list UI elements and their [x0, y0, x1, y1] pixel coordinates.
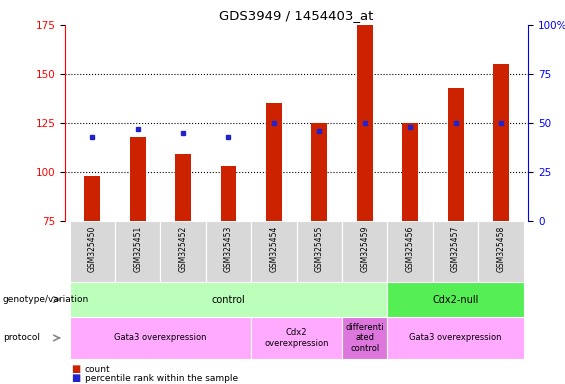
Bar: [357, 25, 373, 221]
Bar: [388, 221, 433, 282]
Bar: [69, 221, 115, 282]
Bar: [493, 64, 509, 221]
Text: Gata3 overexpression: Gata3 overexpression: [410, 333, 502, 343]
Text: Cdx2-null: Cdx2-null: [432, 295, 479, 305]
Text: Cdx2
overexpression: Cdx2 overexpression: [264, 328, 329, 348]
Text: GSM325452: GSM325452: [179, 226, 188, 272]
Bar: [69, 317, 251, 359]
Bar: [447, 88, 463, 221]
Bar: [342, 221, 388, 282]
Bar: [175, 154, 191, 221]
Text: Gata3 overexpression: Gata3 overexpression: [114, 333, 207, 343]
Text: control: control: [212, 295, 245, 305]
Bar: [130, 137, 146, 221]
Bar: [311, 123, 327, 221]
Bar: [115, 221, 160, 282]
Bar: [266, 103, 282, 221]
Text: GSM325451: GSM325451: [133, 226, 142, 272]
Bar: [342, 317, 388, 359]
Text: count: count: [85, 365, 110, 374]
Bar: [433, 221, 479, 282]
Text: genotype/variation: genotype/variation: [3, 295, 89, 304]
Bar: [206, 221, 251, 282]
Text: GSM325450: GSM325450: [88, 226, 97, 272]
Bar: [220, 166, 236, 221]
Text: percentile rank within the sample: percentile rank within the sample: [85, 374, 238, 383]
Bar: [160, 221, 206, 282]
Text: GSM325459: GSM325459: [360, 226, 370, 272]
Bar: [388, 317, 524, 359]
Bar: [84, 176, 100, 221]
Title: GDS3949 / 1454403_at: GDS3949 / 1454403_at: [219, 9, 374, 22]
Bar: [69, 282, 388, 317]
Text: GSM325457: GSM325457: [451, 226, 460, 272]
Text: GSM325458: GSM325458: [497, 226, 506, 272]
Bar: [479, 221, 524, 282]
Bar: [402, 123, 418, 221]
Text: protocol: protocol: [3, 333, 40, 343]
Bar: [251, 317, 342, 359]
Text: ■: ■: [71, 373, 80, 383]
Text: GSM325454: GSM325454: [270, 226, 279, 272]
Bar: [388, 282, 524, 317]
Text: ■: ■: [71, 364, 80, 374]
Bar: [297, 221, 342, 282]
Text: differenti
ated
control: differenti ated control: [345, 323, 384, 353]
Bar: [251, 221, 297, 282]
Text: GSM325456: GSM325456: [406, 226, 415, 272]
Text: GSM325455: GSM325455: [315, 226, 324, 272]
Text: GSM325453: GSM325453: [224, 226, 233, 272]
